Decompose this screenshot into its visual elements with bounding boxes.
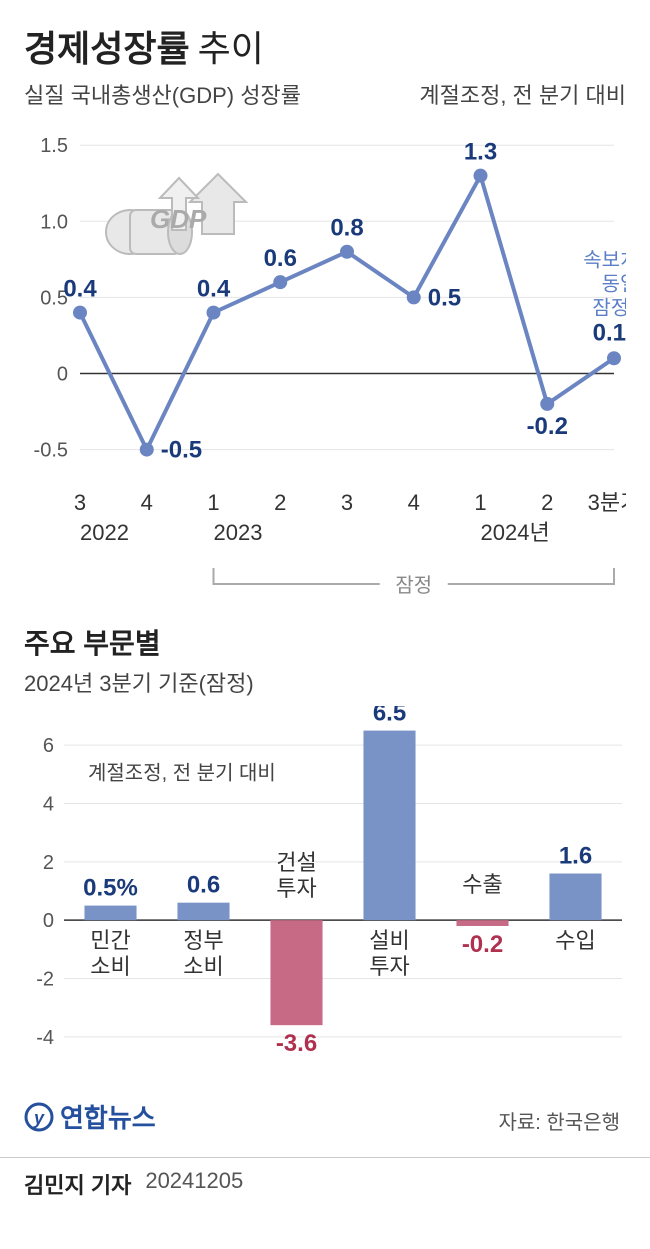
svg-text:소비: 소비 — [183, 954, 223, 979]
section2-title: 주요 부문별 — [24, 622, 626, 662]
line-chart-wrap: -0.500.51.01.50.4-0.50.40.60.80.51.3-0.2… — [24, 120, 626, 560]
svg-text:2024년: 2024년 — [481, 520, 550, 545]
svg-text:-3.6: -3.6 — [276, 1030, 317, 1057]
bracket-svg: 잠정 — [24, 564, 626, 604]
svg-text:-0.5: -0.5 — [161, 437, 202, 464]
svg-text:민간: 민간 — [90, 928, 130, 953]
svg-text:잠정: 잠정 — [395, 574, 432, 597]
svg-text:GDP: GDP — [150, 204, 207, 234]
logo: y 연합뉴스 — [24, 1098, 156, 1135]
logo-text: 연합뉴스 — [60, 1098, 156, 1135]
svg-text:6.5: 6.5 — [373, 706, 406, 727]
footer-row: y 연합뉴스 자료: 한국은행 — [24, 1098, 626, 1135]
svg-text:0.6: 0.6 — [187, 872, 220, 899]
svg-text:속보치와: 속보치와 — [583, 248, 626, 271]
svg-text:-2: -2 — [36, 969, 54, 991]
svg-text:1.3: 1.3 — [464, 139, 497, 166]
bracket-row: 잠정 — [24, 564, 626, 604]
section2-subtitle: 2024년 3분기 기준(잠정) — [24, 666, 626, 698]
svg-text:0.5: 0.5 — [428, 284, 461, 311]
svg-text:2: 2 — [541, 490, 553, 515]
svg-text:건설: 건설 — [276, 850, 316, 875]
svg-text:2023: 2023 — [214, 520, 263, 545]
svg-text:2: 2 — [43, 852, 54, 874]
svg-text:0.5%: 0.5% — [83, 875, 138, 902]
gdp-icon: GDP — [102, 154, 252, 269]
svg-text:1.5: 1.5 — [40, 135, 68, 157]
svg-text:동일: 동일 — [602, 272, 626, 295]
svg-text:계절조정, 전 분기 대비: 계절조정, 전 분기 대비 — [88, 762, 276, 785]
subtitle-right: 계절조정, 전 분기 대비 — [419, 78, 626, 110]
svg-text:4: 4 — [43, 794, 54, 816]
svg-text:0.1%: 0.1% — [593, 319, 626, 346]
svg-text:3: 3 — [74, 490, 86, 515]
svg-text:투자: 투자 — [369, 954, 409, 979]
svg-text:-4: -4 — [36, 1027, 54, 1049]
svg-text:2022: 2022 — [80, 520, 129, 545]
svg-text:-0.2: -0.2 — [527, 413, 568, 440]
svg-text:1: 1 — [207, 490, 219, 515]
svg-text:-0.5: -0.5 — [34, 440, 68, 462]
svg-text:수출: 수출 — [462, 872, 502, 897]
svg-text:잠정치: 잠정치 — [592, 296, 626, 319]
svg-text:3: 3 — [341, 490, 353, 515]
svg-text:3분기: 3분기 — [588, 490, 626, 515]
byline: 김민지 기자 20241205 — [0, 1168, 650, 1216]
svg-text:0.4: 0.4 — [63, 276, 97, 303]
svg-text:0.8: 0.8 — [330, 215, 363, 242]
svg-text:0: 0 — [43, 910, 54, 932]
logo-icon: y — [24, 1102, 54, 1132]
svg-text:0.4: 0.4 — [197, 276, 231, 303]
svg-text:투자: 투자 — [276, 876, 316, 901]
title-bold: 경제성장률 — [24, 20, 190, 72]
svg-text:1.6: 1.6 — [559, 843, 592, 870]
page-title: 경제성장률 추이 — [24, 20, 626, 72]
sector-bar-chart: -4-20246계절조정, 전 분기 대비0.5%민간소비0.6정부소비-3.6… — [24, 706, 626, 1086]
source-text: 자료: 한국은행 — [498, 1106, 620, 1135]
byline-date: 20241205 — [145, 1168, 243, 1200]
svg-text:y: y — [33, 1108, 45, 1128]
svg-text:정부: 정부 — [183, 928, 223, 953]
svg-text:6: 6 — [43, 735, 54, 757]
svg-text:-0.2: -0.2 — [462, 931, 503, 958]
svg-text:1: 1 — [474, 490, 486, 515]
byline-name: 김민지 기자 — [24, 1168, 131, 1200]
divider — [0, 1157, 650, 1158]
svg-text:0: 0 — [57, 363, 68, 385]
svg-text:1.0: 1.0 — [40, 211, 68, 233]
subtitle-left: 실질 국내총생산(GDP) 성장률 — [24, 78, 301, 110]
svg-text:소비: 소비 — [90, 954, 130, 979]
svg-text:0.6: 0.6 — [264, 245, 297, 272]
svg-text:2: 2 — [274, 490, 286, 515]
svg-text:4: 4 — [141, 490, 153, 515]
svg-text:4: 4 — [408, 490, 420, 515]
svg-text:수입: 수입 — [555, 928, 595, 953]
subtitle-row: 실질 국내총생산(GDP) 성장률 계절조정, 전 분기 대비 — [24, 78, 626, 110]
bar-chart-wrap: -4-20246계절조정, 전 분기 대비0.5%민간소비0.6정부소비-3.6… — [24, 706, 626, 1086]
svg-text:설비: 설비 — [369, 928, 409, 953]
title-light: 추이 — [198, 20, 264, 72]
